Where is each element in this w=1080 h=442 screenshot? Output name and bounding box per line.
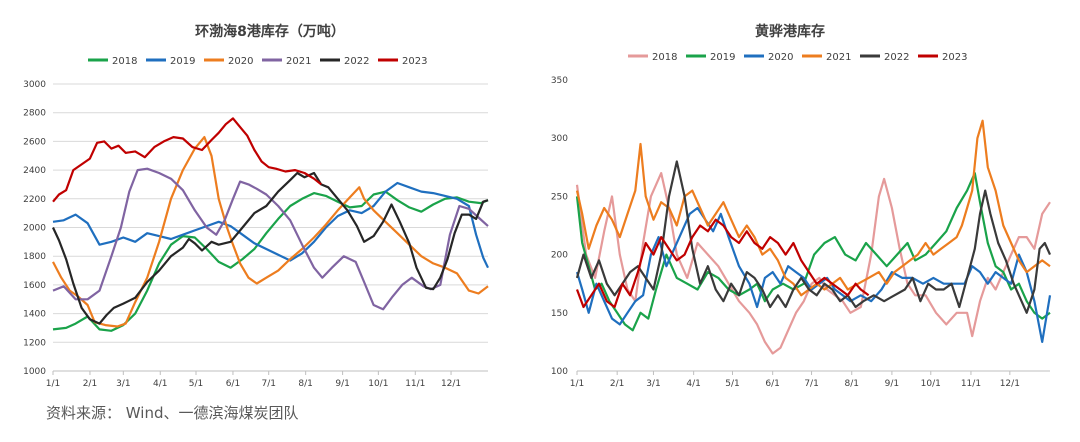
left-legend-item-2019: 2019: [146, 56, 195, 67]
left-x-tick-7: 8/1: [298, 379, 312, 389]
left-legend-item-2023: 2023: [378, 56, 427, 67]
left-series-line-2020: [52, 136, 489, 328]
left-legend-item-2018: 2018: [88, 56, 137, 67]
left-chart: 环渤海8港库存（万吨）2018 2019 2020 2021 2022 202310001…: [23, 23, 489, 389]
left-x-tick-11: 12/1: [441, 379, 461, 389]
right-x-tick-1: 2/1: [610, 379, 624, 389]
left-y-tick-1800: 1800: [23, 252, 46, 262]
right-y-tick-350: 350: [551, 76, 568, 86]
left-legend-label-2019: 2019: [170, 56, 195, 67]
left-y-tick-3000: 3000: [23, 80, 46, 90]
left-x-tick-5: 6/1: [226, 379, 240, 389]
right-legend-item-2020: 2020: [744, 52, 793, 63]
left-chart-panel: 环渤海8港库存（万吨） 2018 2019 2020 2021 2022 2023 1000 1…: [0, 0, 540, 400]
right-legend-label-2018: 2018: [652, 52, 677, 63]
right-x-tick-8: 9/1: [885, 379, 899, 389]
source-label: 资料来源：: [46, 404, 122, 422]
right-x-tick-9: 10/1: [921, 379, 941, 389]
left-legend-item-2021: 2021: [262, 56, 311, 67]
left-series-line-2018: [52, 190, 489, 332]
right-x-tick-2: 3/1: [646, 379, 660, 389]
right-legend-label-2022: 2022: [884, 52, 909, 63]
left-legend-label-2022: 2022: [344, 56, 369, 67]
left-x-tick-2: 3/1: [116, 379, 130, 389]
right-y-tick-100: 100: [551, 367, 568, 377]
right-chart-title: 黄骅港库存: [755, 23, 825, 40]
right-y-tick-200: 200: [551, 251, 568, 261]
right-series-line-2022: [575, 160, 1052, 314]
right-legend-label-2023: 2023: [942, 52, 967, 63]
right-y-tick-300: 300: [551, 134, 568, 144]
left-x-tick-3: 4/1: [153, 379, 167, 389]
right-x-tick-3: 4/1: [686, 379, 700, 389]
left-y-tick-1200: 1200: [23, 338, 46, 348]
left-legend-item-2022: 2022: [320, 56, 369, 67]
left-chart-title: 环渤海8港库存（万吨）: [195, 23, 345, 40]
left-y-tick-2600: 2600: [23, 137, 46, 147]
left-y-tick-2200: 2200: [23, 195, 46, 205]
right-y-tick-150: 150: [551, 309, 568, 319]
right-x-tick-6: 7/1: [804, 379, 818, 389]
left-x-tick-0: 1/1: [46, 379, 60, 389]
source-text: Wind、一德滨海煤炭团队: [125, 404, 299, 422]
right-series-line-2020: [575, 206, 1052, 343]
right-legend-label-2020: 2020: [768, 52, 793, 63]
left-legend-label-2020: 2020: [228, 56, 253, 67]
left-x-tick-4: 5/1: [189, 379, 203, 389]
left-series-line-2022: [52, 171, 489, 325]
right-legend-item-2022: 2022: [860, 52, 909, 63]
right-legend-label-2019: 2019: [710, 52, 735, 63]
right-legend-item-2023: 2023: [918, 52, 967, 63]
right-x-tick-5: 6/1: [765, 379, 779, 389]
right-chart: 黄骅港库存 2018 2019 2020 2021 2022 2023 100 150 200 25…: [551, 23, 1052, 389]
left-legend-label-2018: 2018: [112, 56, 137, 67]
left-series-line-2019: [52, 181, 489, 269]
left-y-tick-1600: 1600: [23, 281, 46, 291]
left-y-tick-1400: 1400: [23, 310, 46, 320]
left-y-tick-2000: 2000: [23, 224, 46, 234]
left-legend-label-2021: 2021: [286, 56, 311, 67]
right-x-tick-11: 12/1: [1000, 379, 1020, 389]
left-x-tick-8: 9/1: [335, 379, 349, 389]
left-series-line-2023: [52, 117, 322, 203]
right-x-tick-0: 1/1: [570, 379, 584, 389]
right-x-tick-10: 11/1: [961, 379, 981, 389]
left-x-tick-9: 10/1: [368, 379, 388, 389]
left-x-tick-1: 2/1: [83, 379, 97, 389]
right-y-tick-250: 250: [551, 192, 568, 202]
left-x-tick-10: 11/1: [405, 379, 425, 389]
source-note: 资料来源： Wind、一德滨海煤炭团队: [46, 402, 299, 423]
left-y-tick-2400: 2400: [23, 166, 46, 176]
right-x-tick-7: 8/1: [844, 379, 858, 389]
left-x-tick-6: 7/1: [261, 379, 275, 389]
left-y-tick-2800: 2800: [23, 109, 46, 119]
right-series-line-2021: [575, 119, 1051, 297]
right-chart-panel: 黄骅港库存 2018 2019 2020 2021 2022 2023 100 150 200 25…: [540, 0, 1080, 400]
right-legend-item-2021: 2021: [802, 52, 851, 63]
right-legend-item-2019: 2019: [686, 52, 735, 63]
left-y-tick-1000: 1000: [23, 367, 46, 377]
right-legend-label-2021: 2021: [826, 52, 851, 63]
right-x-tick-4: 5/1: [725, 379, 739, 389]
right-series-line-2018: [575, 172, 1051, 355]
left-series-line-2021: [52, 167, 489, 311]
right-series-line-2023: [575, 218, 870, 309]
left-legend-label-2023: 2023: [402, 56, 427, 67]
right-legend-item-2018: 2018: [628, 52, 677, 63]
left-legend-item-2020: 2020: [204, 56, 253, 67]
